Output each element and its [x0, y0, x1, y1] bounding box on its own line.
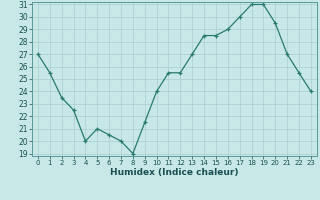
X-axis label: Humidex (Indice chaleur): Humidex (Indice chaleur): [110, 168, 239, 177]
